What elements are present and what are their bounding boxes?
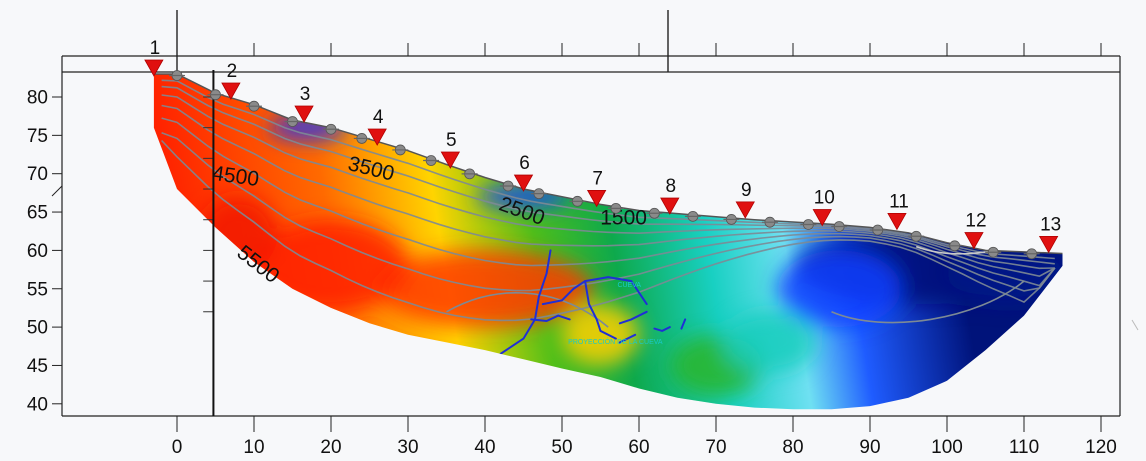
red-triangle-icon <box>294 105 314 123</box>
station-marker: 8 <box>660 176 680 215</box>
station-marker: 13 <box>1038 214 1061 254</box>
station-marker: 7 <box>586 168 607 208</box>
geophone-diamond-icon <box>500 180 517 192</box>
station-label-9: 9 <box>741 180 752 201</box>
geophone-diamond-icon <box>461 168 478 180</box>
geophone-diamond-icon <box>607 202 624 214</box>
red-triangle-icon <box>513 174 534 192</box>
x-tick-label: 110 <box>1009 437 1039 458</box>
station-marker: 6 <box>513 153 534 192</box>
x-tick-label: 30 <box>397 437 418 458</box>
station-marker: 9 <box>735 180 755 219</box>
station-label-5: 5 <box>446 130 457 151</box>
y-tick-label: 70 <box>27 164 48 185</box>
station-label-6: 6 <box>519 153 530 174</box>
cave-projection-annotation: PROYECCIÓN DE LA CUEVA <box>568 337 663 346</box>
station-label-7: 7 <box>592 168 603 189</box>
red-triangle-icon <box>440 151 461 169</box>
station-marker: 2 <box>221 61 241 100</box>
station-label-2: 2 <box>227 61 238 82</box>
geophone-diamond-icon <box>284 116 301 127</box>
geophone-diamond-icon <box>723 214 740 225</box>
geophone-diamond-icon <box>423 155 440 166</box>
x-tick-label: 40 <box>474 437 495 458</box>
station-label-3: 3 <box>300 84 311 105</box>
station-label-13: 13 <box>1040 214 1061 235</box>
y-tick-label: 45 <box>27 356 48 377</box>
x-tick-label: 90 <box>859 437 880 458</box>
depth-ruler <box>203 70 215 416</box>
geophone-diamond-icon <box>908 230 925 242</box>
y-tick-label: 40 <box>27 394 48 415</box>
red-triangle-icon <box>660 197 680 215</box>
red-triangle-icon <box>887 212 907 231</box>
geophone-diamond-icon <box>946 240 963 252</box>
station-marker: 3 <box>294 84 314 123</box>
geophone-diamond-icon <box>1023 248 1040 260</box>
red-triangle-icon <box>964 232 984 250</box>
geophone-diamond-icon <box>985 246 1002 258</box>
x-tick-label: 20 <box>320 437 341 458</box>
x-tick-label: 60 <box>628 437 649 458</box>
red-triangle-icon <box>144 59 164 77</box>
geophone-diamond-icon <box>323 123 339 135</box>
station-marker: 4 <box>367 107 387 146</box>
geophone-diamond-icon <box>761 216 778 228</box>
geophone-diamond-icon <box>569 195 586 207</box>
y-tick-label: 60 <box>27 241 48 262</box>
x-tick-label: 80 <box>782 437 803 458</box>
geophone-diamond-icon <box>530 188 547 200</box>
geophone-diamond-icon <box>246 100 262 112</box>
x-tick-label: 70 <box>705 437 726 458</box>
x-tick-label: 50 <box>551 437 572 458</box>
annotations: CUEVA PROYECCIÓN DE LA CUEVA <box>568 282 663 346</box>
station-marker: 1 <box>144 38 164 77</box>
plot-frame <box>51 10 1139 417</box>
geophone-diamond-icon <box>800 219 817 230</box>
geophone-diamond-icon <box>392 144 409 156</box>
red-triangle-icon <box>812 209 832 227</box>
geophone-diamond-icon <box>831 221 848 232</box>
station-label-11: 11 <box>889 191 909 212</box>
geophone-diamond-icon <box>353 133 370 144</box>
y-tick-label: 50 <box>27 318 48 339</box>
geophone-diamond-icon <box>207 89 224 101</box>
geophone-diamond-icon <box>646 207 663 219</box>
geophone-diamond-icon <box>684 210 701 222</box>
axes: 0 10 20 30 40 50 60 70 80 90 100 110 120404550556065… <box>27 43 1117 458</box>
station-label-10: 10 <box>814 188 835 209</box>
red-triangle-icon <box>367 128 387 146</box>
geophone-diamond-icon <box>169 70 185 81</box>
station-label-4: 4 <box>373 107 384 128</box>
y-tick-label: 65 <box>27 203 48 224</box>
station-marker: 10 <box>812 188 835 227</box>
y-tick-label: 75 <box>27 126 48 147</box>
red-triangle-icon <box>586 189 607 208</box>
y-tick-label: 55 <box>27 279 48 300</box>
station-marker: 11 <box>887 191 909 231</box>
red-triangle-icon <box>221 82 241 100</box>
geophone-diamond-icon <box>869 224 886 236</box>
y-tick-label: 80 <box>27 88 48 109</box>
contour-label-1500: 1500 <box>600 206 647 229</box>
station-label-1: 1 <box>150 38 161 59</box>
cave-outline <box>499 249 687 355</box>
red-triangle-icon <box>1038 236 1059 254</box>
red-triangle-icon <box>735 201 755 219</box>
station-marker: 5 <box>440 130 461 169</box>
x-tick-label: 10 <box>243 437 264 458</box>
x-tick-label: 100 <box>931 437 963 458</box>
station-label-12: 12 <box>965 211 986 232</box>
x-tick-label: 0 <box>172 437 183 458</box>
x-tick-label: 120 <box>1085 437 1117 458</box>
station-marker: 12 <box>964 211 987 250</box>
geophones <box>169 70 1040 260</box>
cave-annotation: CUEVA <box>617 282 641 289</box>
station-label-8: 8 <box>666 176 677 197</box>
